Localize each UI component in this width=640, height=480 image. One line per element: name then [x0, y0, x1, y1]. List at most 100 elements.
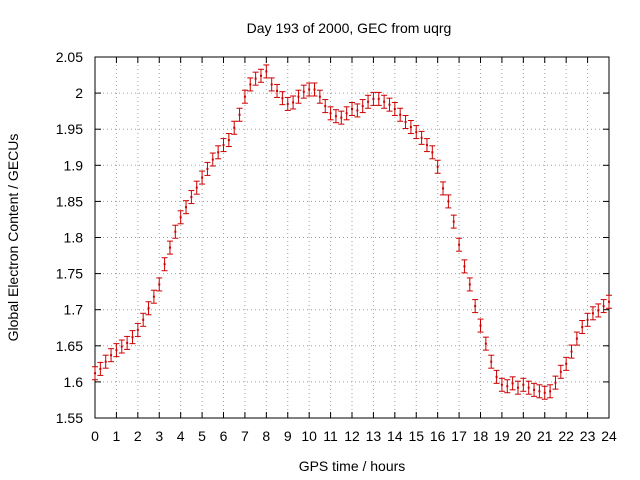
- data-point: [268, 77, 275, 92]
- data-point: [525, 380, 532, 395]
- x-tick-label: 21: [537, 428, 553, 444]
- data-point: [199, 170, 206, 185]
- y-tick-labels: 1.55 1.6 1.65 1.7 1.75 1.8 1.85 1.9 1.95 2 2.05: [56, 49, 83, 426]
- data-point: [354, 103, 361, 118]
- data-point: [472, 299, 479, 314]
- y-tick-label: 1.65: [56, 338, 83, 354]
- data-point: [547, 384, 554, 399]
- data-point: [188, 190, 195, 205]
- point-marker: [270, 83, 273, 86]
- y-tick-label: 2.05: [56, 49, 83, 65]
- data-points: [92, 64, 612, 400]
- point-marker: [302, 90, 305, 93]
- point-marker: [142, 318, 145, 321]
- point-marker: [602, 305, 605, 308]
- point-marker: [163, 263, 166, 266]
- point-marker: [185, 206, 188, 209]
- data-point: [579, 320, 586, 335]
- y-tick-label: 1.7: [64, 302, 84, 318]
- x-tick-label: 7: [241, 428, 249, 444]
- chart-title: Day 193 of 2000, GEC from uqrg: [247, 20, 452, 36]
- data-point: [236, 107, 243, 122]
- point-marker: [243, 95, 246, 98]
- point-marker: [265, 70, 268, 73]
- point-marker: [276, 89, 279, 92]
- data-point: [252, 71, 259, 86]
- data-point: [509, 376, 516, 391]
- data-point: [589, 306, 596, 321]
- point-marker: [94, 372, 96, 375]
- point-marker: [458, 243, 461, 246]
- data-point: [606, 294, 612, 309]
- point-marker: [388, 103, 391, 106]
- point-marker: [436, 165, 439, 168]
- axis-ticks: [94, 56, 610, 419]
- data-point: [450, 214, 457, 229]
- point-marker: [201, 176, 204, 179]
- point-marker: [361, 105, 364, 108]
- y-tick-label: 1.85: [56, 193, 83, 209]
- data-point: [563, 356, 570, 371]
- data-point: [391, 101, 398, 116]
- point-marker: [570, 350, 573, 353]
- x-tick-label: 8: [262, 428, 270, 444]
- point-marker: [227, 139, 230, 142]
- point-marker: [420, 136, 423, 139]
- point-marker: [597, 309, 600, 312]
- point-marker: [500, 383, 503, 386]
- data-point: [108, 348, 115, 363]
- point-marker: [559, 370, 562, 373]
- x-tick-label: 4: [177, 428, 185, 444]
- point-marker: [522, 383, 525, 386]
- data-point: [113, 343, 120, 358]
- data-point: [397, 107, 404, 122]
- point-marker: [484, 342, 487, 345]
- point-marker: [206, 167, 209, 170]
- point-marker: [490, 360, 493, 363]
- data-point: [166, 240, 173, 255]
- data-point: [215, 145, 222, 160]
- point-marker: [474, 305, 477, 308]
- point-marker: [147, 307, 150, 310]
- data-point: [140, 312, 147, 327]
- point-marker: [393, 107, 396, 110]
- data-point: [568, 344, 575, 359]
- point-marker: [533, 388, 536, 391]
- point-marker: [254, 77, 257, 80]
- data-point: [118, 339, 125, 354]
- data-point: [220, 138, 227, 153]
- data-point: [359, 99, 366, 114]
- x-tick-label: 24: [601, 428, 617, 444]
- point-marker: [549, 390, 552, 393]
- point-marker: [136, 328, 139, 331]
- data-point: [418, 130, 425, 145]
- data-point: [231, 120, 238, 135]
- data-point: [257, 68, 264, 83]
- data-point: [306, 82, 313, 97]
- data-point: [193, 180, 200, 195]
- data-point: [461, 259, 468, 274]
- x-tick-label: 2: [134, 428, 142, 444]
- point-marker: [409, 126, 412, 129]
- x-tick-label: 1: [113, 428, 121, 444]
- data-point: [498, 377, 505, 392]
- point-marker: [516, 386, 519, 389]
- data-point: [241, 89, 248, 104]
- x-tick-label: 0: [91, 428, 99, 444]
- y-tick-label: 2: [75, 85, 83, 101]
- data-point: [209, 152, 216, 167]
- data-point: [311, 82, 318, 97]
- point-marker: [377, 97, 380, 100]
- data-point: [477, 318, 484, 333]
- point-marker: [174, 230, 177, 233]
- point-marker: [565, 362, 568, 365]
- point-marker: [447, 200, 450, 203]
- data-point: [482, 336, 489, 351]
- point-marker: [415, 131, 418, 134]
- point-marker: [104, 360, 107, 363]
- data-point: [92, 366, 98, 381]
- point-marker: [511, 382, 514, 385]
- data-point: [300, 84, 307, 99]
- data-point: [557, 364, 564, 379]
